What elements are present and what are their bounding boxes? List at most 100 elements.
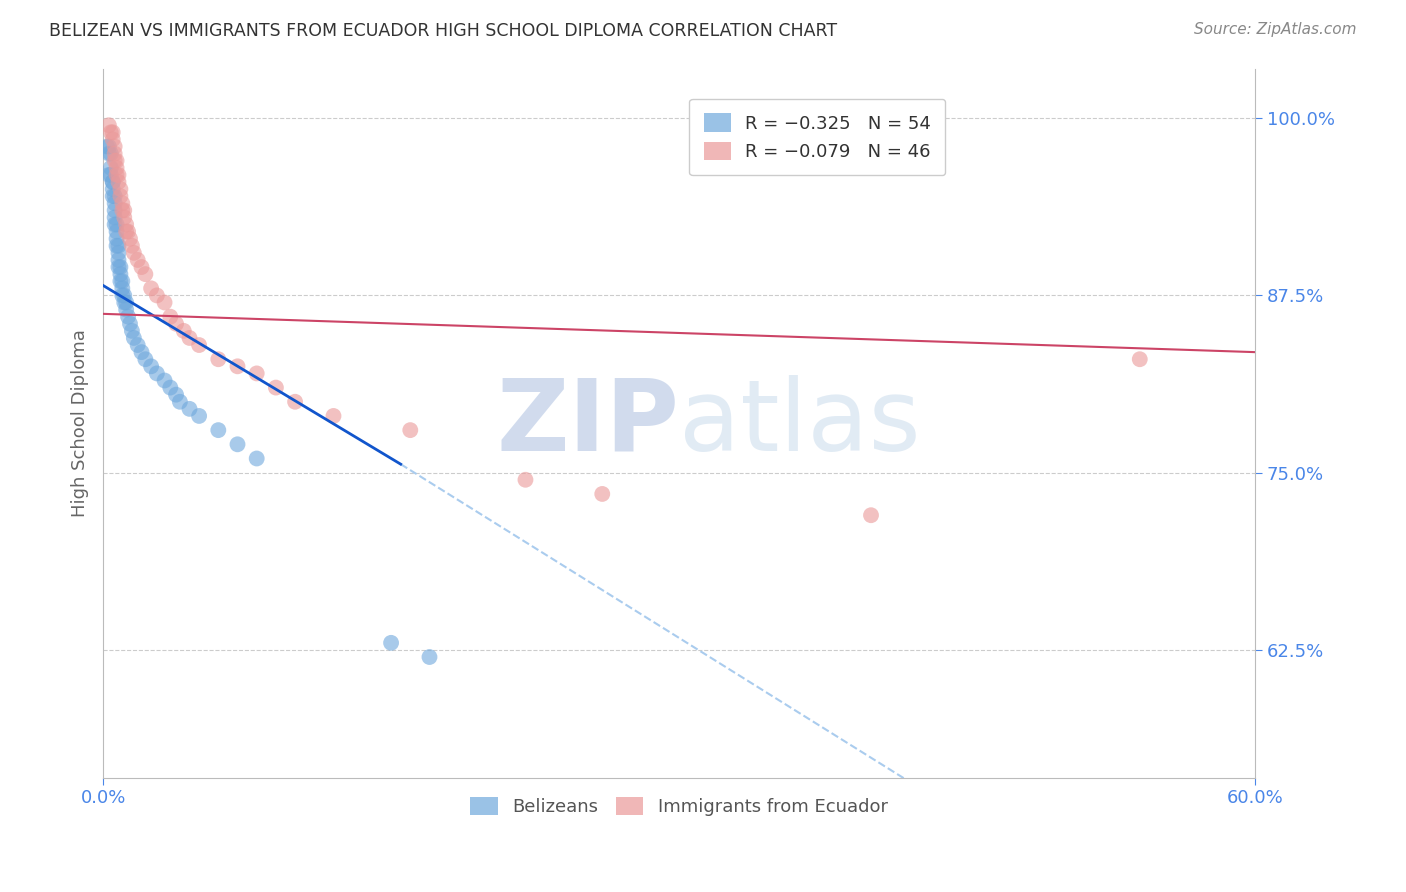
Point xyxy=(117,310,139,324)
Point xyxy=(284,394,307,409)
Point xyxy=(104,203,127,218)
Point xyxy=(112,288,135,302)
Point xyxy=(139,281,162,295)
Point xyxy=(179,331,201,345)
Point xyxy=(104,211,127,225)
Point xyxy=(859,508,882,523)
Point xyxy=(107,245,129,260)
Point xyxy=(159,381,181,395)
Point xyxy=(131,260,153,274)
Point xyxy=(322,409,344,423)
Point xyxy=(105,239,128,253)
Point xyxy=(131,345,153,359)
Point xyxy=(121,324,143,338)
Point xyxy=(246,367,269,381)
Point xyxy=(104,139,127,153)
Point xyxy=(104,196,127,211)
Point xyxy=(118,317,141,331)
Point xyxy=(226,437,249,451)
Text: BELIZEAN VS IMMIGRANTS FROM ECUADOR HIGH SCHOOL DIPLOMA CORRELATION CHART: BELIZEAN VS IMMIGRANTS FROM ECUADOR HIGH… xyxy=(49,22,838,40)
Point xyxy=(112,203,135,218)
Point xyxy=(104,218,127,232)
Point xyxy=(111,274,134,288)
Point xyxy=(153,295,176,310)
Point xyxy=(105,161,128,175)
Point xyxy=(100,161,122,175)
Point xyxy=(105,153,128,168)
Point xyxy=(115,295,138,310)
Point xyxy=(100,125,122,139)
Point xyxy=(380,636,402,650)
Y-axis label: High School Diploma: High School Diploma xyxy=(72,329,89,517)
Point xyxy=(107,260,129,274)
Point xyxy=(97,139,120,153)
Text: atlas: atlas xyxy=(679,375,921,472)
Point xyxy=(107,175,129,189)
Point xyxy=(1129,352,1152,367)
Point xyxy=(110,260,132,274)
Point xyxy=(246,451,269,466)
Point xyxy=(134,352,156,367)
Point xyxy=(101,175,124,189)
Point xyxy=(101,125,124,139)
Point xyxy=(169,394,191,409)
Point xyxy=(264,381,287,395)
Point xyxy=(111,281,134,295)
Point xyxy=(105,225,128,239)
Point xyxy=(146,288,169,302)
Point xyxy=(111,288,134,302)
Point xyxy=(101,175,124,189)
Point xyxy=(105,232,128,246)
Point xyxy=(111,196,134,211)
Point xyxy=(100,146,122,161)
Point xyxy=(179,401,201,416)
Point xyxy=(127,338,149,352)
Point xyxy=(105,218,128,232)
Point xyxy=(207,423,229,437)
Point xyxy=(118,232,141,246)
Point xyxy=(104,153,127,168)
Point xyxy=(591,487,613,501)
Point xyxy=(399,423,422,437)
Point xyxy=(97,118,120,132)
Point xyxy=(122,245,145,260)
Point xyxy=(110,182,132,196)
Point xyxy=(418,650,440,665)
Point xyxy=(226,359,249,374)
Point xyxy=(127,252,149,267)
Point xyxy=(165,317,187,331)
Point xyxy=(107,252,129,267)
Text: Source: ZipAtlas.com: Source: ZipAtlas.com xyxy=(1194,22,1357,37)
Point xyxy=(110,189,132,203)
Point xyxy=(207,352,229,367)
Point xyxy=(153,374,176,388)
Point xyxy=(112,211,135,225)
Point xyxy=(188,338,211,352)
Point xyxy=(122,331,145,345)
Point xyxy=(101,189,124,203)
Point xyxy=(188,409,211,423)
Point xyxy=(515,473,537,487)
Point xyxy=(112,295,135,310)
Point xyxy=(104,189,127,203)
Point xyxy=(97,168,120,182)
Point xyxy=(100,168,122,182)
Point xyxy=(139,359,162,374)
Point xyxy=(110,274,132,288)
Point xyxy=(111,203,134,218)
Point xyxy=(117,225,139,239)
Legend: Belizeans, Immigrants from Ecuador: Belizeans, Immigrants from Ecuador xyxy=(461,788,897,825)
Point xyxy=(101,132,124,146)
Point xyxy=(173,324,195,338)
Point xyxy=(105,168,128,182)
Point xyxy=(115,302,138,317)
Point xyxy=(146,367,169,381)
Point xyxy=(134,267,156,281)
Point xyxy=(115,218,138,232)
Point xyxy=(110,267,132,281)
Point xyxy=(97,146,120,161)
Point xyxy=(101,182,124,196)
Point xyxy=(104,146,127,161)
Point xyxy=(107,239,129,253)
Point xyxy=(115,225,138,239)
